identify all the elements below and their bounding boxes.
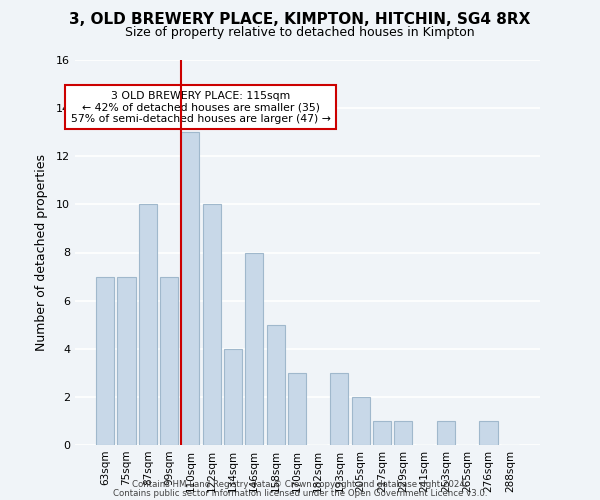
Text: 3 OLD BREWERY PLACE: 115sqm
← 42% of detached houses are smaller (35)
57% of sem: 3 OLD BREWERY PLACE: 115sqm ← 42% of det… (71, 91, 331, 124)
Bar (373, 421, 391, 445)
Bar (224, 349, 242, 445)
Text: Size of property relative to detached houses in Kimpton: Size of property relative to detached ho… (125, 26, 475, 39)
Text: 3, OLD BREWERY PLACE, KIMPTON, HITCHIN, SG4 8RX: 3, OLD BREWERY PLACE, KIMPTON, HITCHIN, … (70, 12, 530, 28)
Bar (118, 276, 136, 445)
Bar (331, 373, 349, 445)
Text: Contains public sector information licensed under the Open Government Licence v3: Contains public sector information licen… (113, 488, 487, 498)
Bar (139, 204, 157, 445)
Bar (160, 276, 178, 445)
Bar (437, 421, 455, 445)
Bar (288, 373, 306, 445)
Bar (181, 132, 199, 445)
Bar (266, 324, 284, 445)
Bar (245, 252, 263, 445)
Bar (96, 276, 114, 445)
Bar (479, 421, 497, 445)
Bar (352, 397, 370, 445)
Bar (203, 204, 221, 445)
Bar (394, 421, 412, 445)
Y-axis label: Number of detached properties: Number of detached properties (35, 154, 47, 351)
Text: Contains HM Land Registry data © Crown copyright and database right 2024.: Contains HM Land Registry data © Crown c… (132, 480, 468, 489)
